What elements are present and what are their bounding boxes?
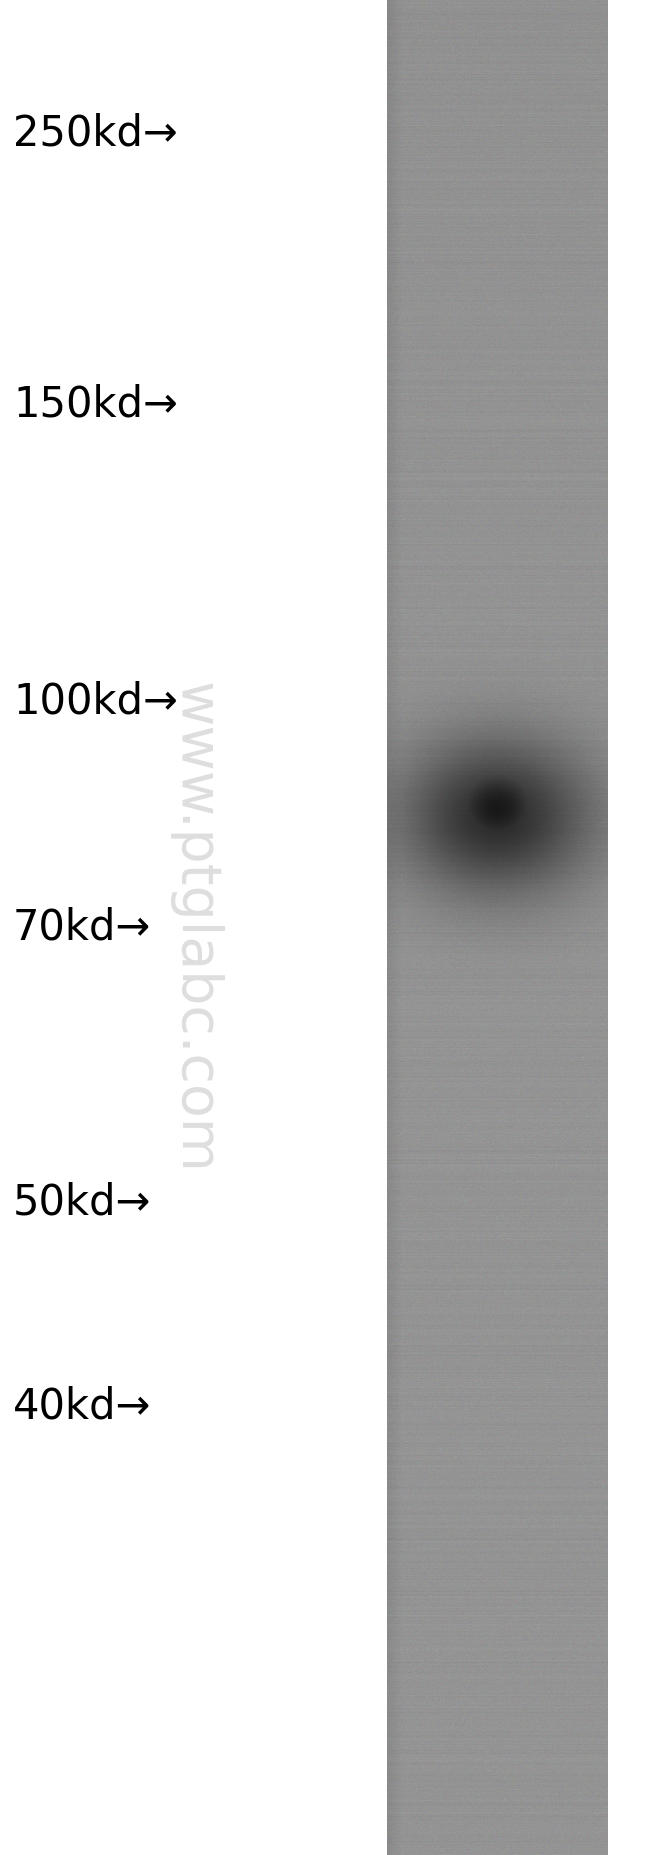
Text: 40kd→: 40kd→ [13,1386,151,1426]
Text: 150kd→: 150kd→ [13,384,178,425]
Text: 50kd→: 50kd→ [13,1182,151,1222]
Text: 70kd→: 70kd→ [13,907,151,948]
Text: 100kd→: 100kd→ [13,681,178,722]
Text: www.ptglabc.com: www.ptglabc.com [168,681,222,1174]
Text: 250kd→: 250kd→ [13,113,177,154]
